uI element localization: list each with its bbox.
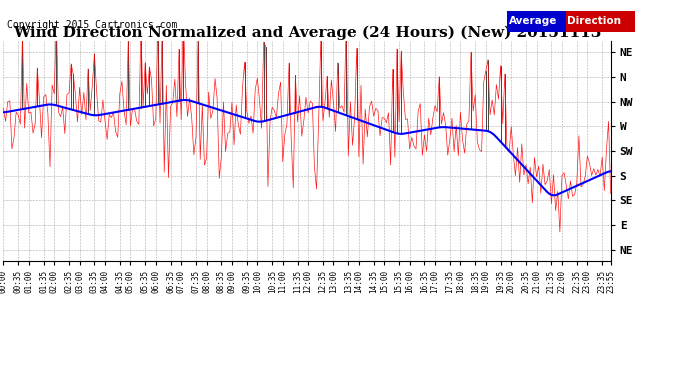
Text: Average: Average	[509, 16, 557, 26]
Title: Wind Direction Normalized and Average (24 Hours) (New) 20151113: Wind Direction Normalized and Average (2…	[13, 26, 601, 40]
Text: Copyright 2015 Cartronics.com: Copyright 2015 Cartronics.com	[7, 20, 177, 30]
Text: Direction: Direction	[567, 16, 621, 26]
